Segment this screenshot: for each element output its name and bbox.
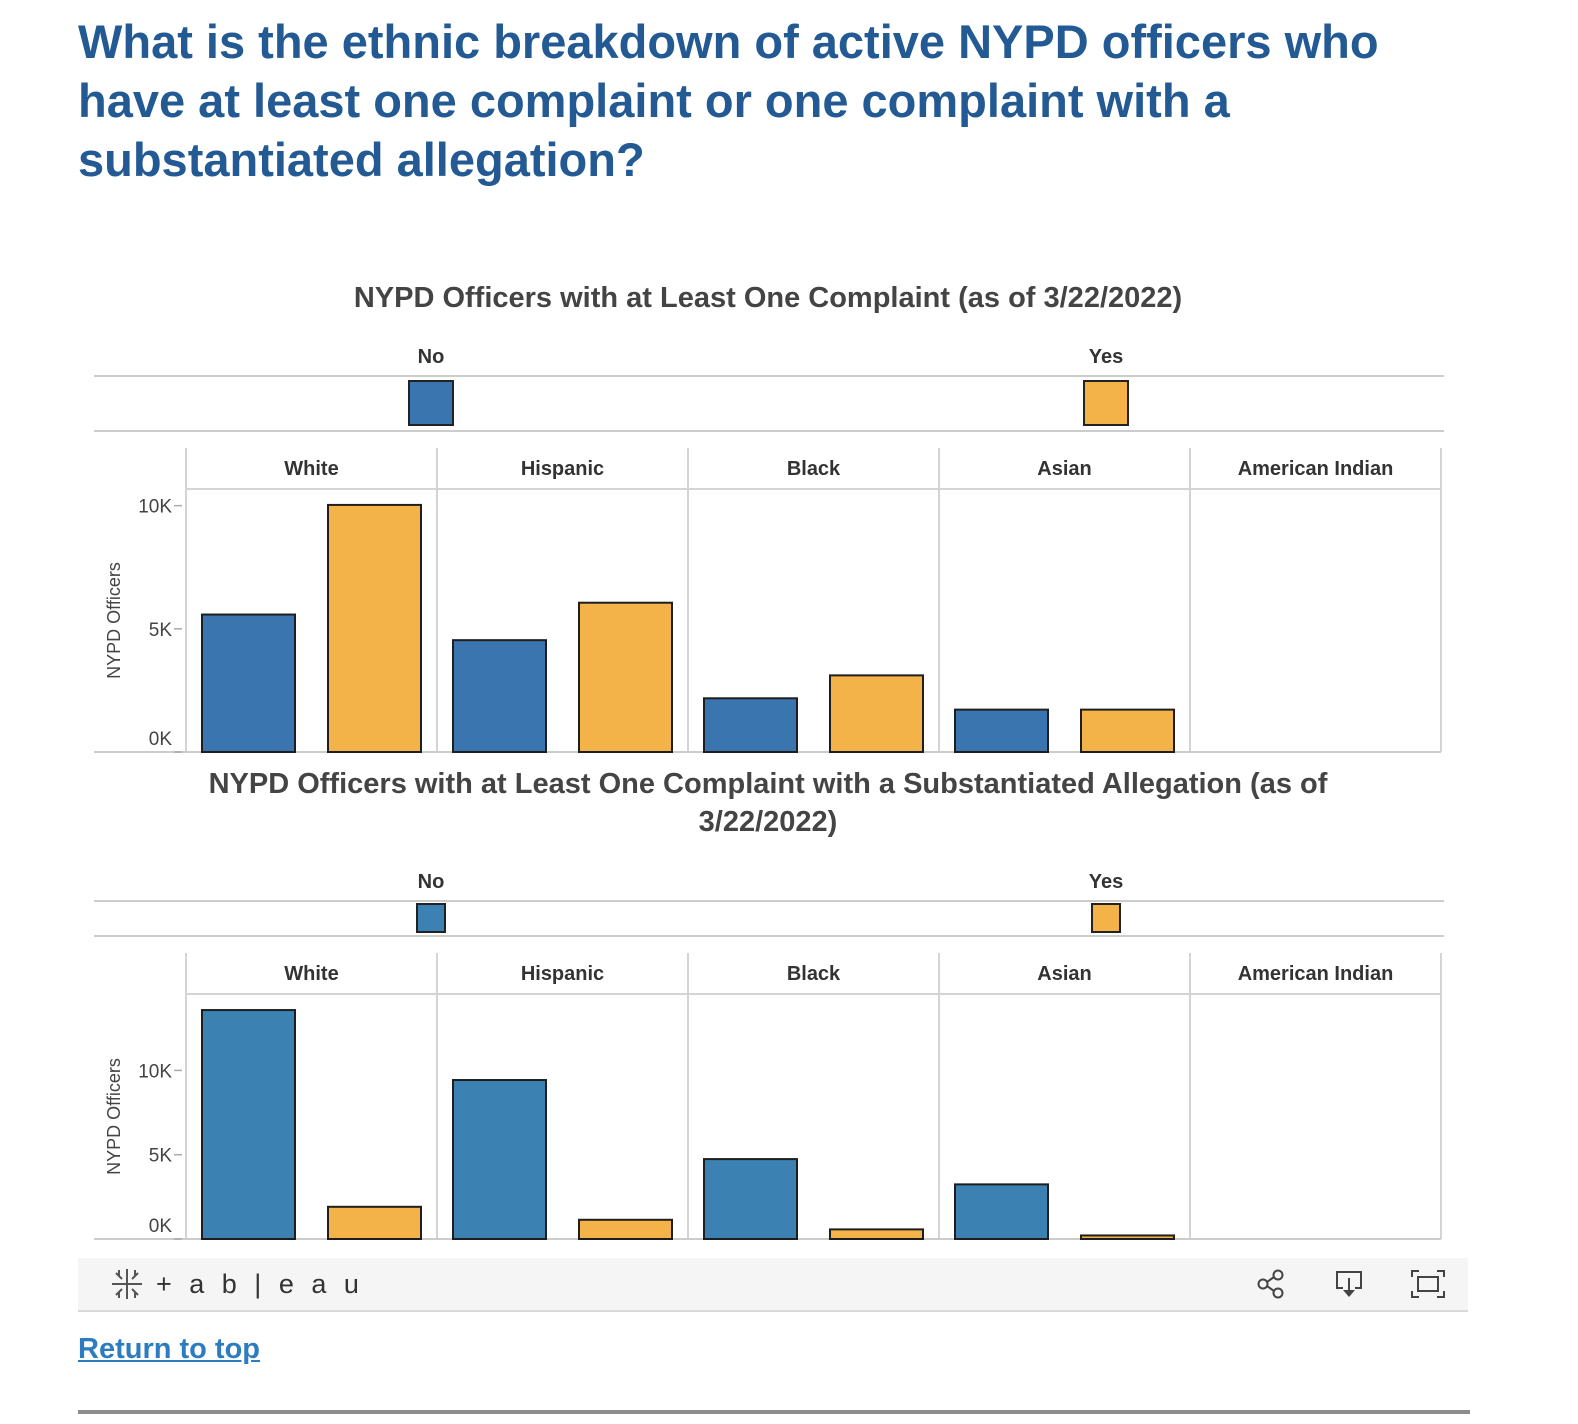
y-tick-label: 10K (138, 1061, 172, 1082)
legend-swatch-yes (1091, 903, 1121, 933)
legend-label-no: No (418, 346, 445, 368)
bar-white-yes (327, 503, 422, 753)
tableau-logo[interactable]: + a b | e a u (110, 1266, 364, 1302)
substantiated-chart: NYPD Officers with at Least One Complain… (94, 768, 1444, 1241)
tableau-toolbar: + a b | e a u (78, 1258, 1468, 1312)
category-header-black: Black (787, 458, 841, 480)
legend-swatch-no (408, 380, 454, 426)
bar-asian-yes (1080, 1234, 1175, 1241)
category-header-american-indian: American Indian (1238, 963, 1394, 985)
category-header-hispanic: Hispanic (521, 458, 604, 480)
tableau-viz[interactable]: NYPD Officers with at Least One Complain… (78, 260, 1470, 1310)
y-tick-label: 5K (149, 1146, 173, 1167)
complaint-chart: NYPD Officers with at Least One Complain… (94, 282, 1444, 754)
bar-hispanic-no (452, 639, 547, 754)
download-icon (1336, 1271, 1362, 1297)
download-button[interactable] (1331, 1266, 1367, 1302)
bar-black-no (703, 1158, 798, 1241)
y-axis-label: NYPD Officers (104, 562, 124, 679)
y-tick-label: 10K (138, 497, 172, 518)
bar-asian-no (954, 1183, 1049, 1240)
chart-title: NYPD Officers with at Least One Complain… (354, 282, 1182, 314)
share-button[interactable] (1253, 1266, 1289, 1302)
tableau-logo-icon (112, 1269, 142, 1299)
return-to-top-link[interactable]: Return to top (78, 1333, 261, 1365)
legend-label-yes: Yes (1089, 871, 1123, 893)
bar-asian-yes (1080, 708, 1175, 754)
category-header-asian: Asian (1037, 458, 1091, 480)
category-header-american-indian: American Indian (1238, 458, 1394, 480)
bar-hispanic-yes (578, 601, 673, 753)
category-header-hispanic: Hispanic (521, 963, 604, 985)
bar-hispanic-no (452, 1079, 547, 1240)
bar-hispanic-yes (578, 1218, 673, 1241)
bar-white-no (201, 613, 296, 754)
y-tick-label: 0K (149, 1216, 173, 1237)
bar-black-yes (829, 1228, 924, 1241)
chart-title-line: NYPD Officers with at Least One Complain… (209, 768, 1328, 800)
fullscreen-icon (1411, 1270, 1445, 1298)
legend-label-yes: Yes (1089, 346, 1123, 368)
bar-white-no (201, 1009, 296, 1240)
category-header-black: Black (787, 963, 841, 985)
bottom-divider (78, 1410, 1470, 1414)
bar-asian-no (954, 708, 1049, 754)
bar-black-no (703, 697, 798, 753)
tableau-wordmark: + a b | e a u (156, 1268, 364, 1299)
bar-black-yes (829, 674, 924, 754)
share-icon (1257, 1269, 1284, 1299)
category-header-white: White (284, 458, 338, 480)
chart-title-line: 3/22/2022) (699, 806, 838, 838)
bar-white-yes (327, 1205, 422, 1240)
category-header-asian: Asian (1037, 963, 1091, 985)
category-header-white: White (284, 963, 338, 985)
legend-label-no: No (418, 871, 445, 893)
fullscreen-button[interactable] (1410, 1266, 1446, 1302)
y-tick-label: 0K (149, 729, 173, 750)
chart-title: NYPD Officers with at Least One Complain… (209, 768, 1328, 838)
legend-swatch-yes (1083, 380, 1129, 426)
page-title: What is the ethnic breakdown of active N… (78, 15, 1379, 186)
legend-swatch-no (416, 903, 446, 933)
y-tick-label: 5K (149, 620, 173, 641)
y-axis-label: NYPD Officers (104, 1058, 124, 1175)
